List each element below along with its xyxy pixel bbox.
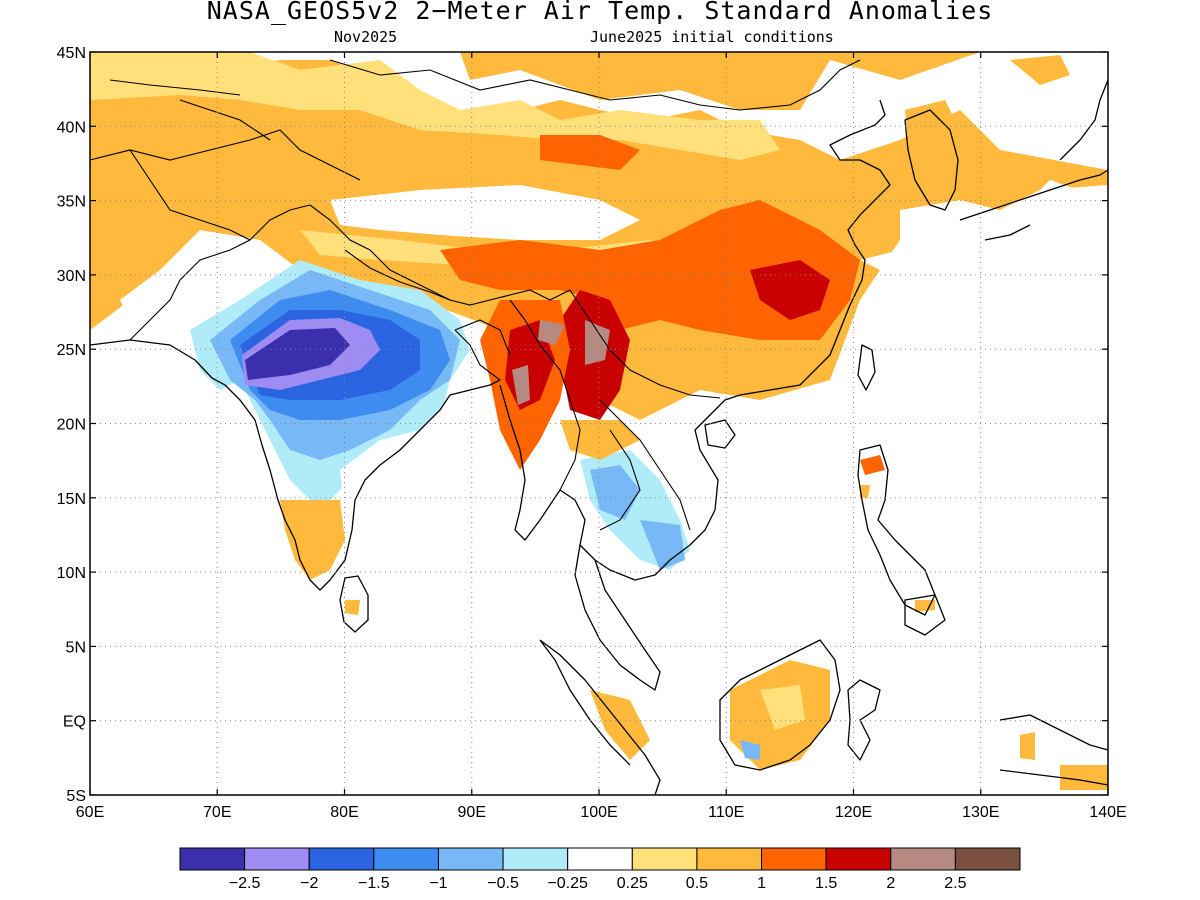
colorbar-swatch <box>631 847 698 871</box>
anomaly-field <box>90 52 1108 795</box>
colorbar-label: −2.5 <box>229 875 261 892</box>
colorbar-label: 1 <box>757 875 766 892</box>
lat-label: 30N <box>57 268 86 285</box>
colorbar-swatch <box>244 847 310 871</box>
colorbar-label: −1.5 <box>358 875 390 892</box>
strong-warm-region-china <box>440 200 860 340</box>
border-myanmar <box>509 299 581 491</box>
colorbar-swatch <box>437 847 504 871</box>
colorbar-label: −0.25 <box>547 875 588 892</box>
japan-coastline <box>959 79 1109 241</box>
initial-conditions: June2025 initial conditions <box>590 28 834 46</box>
colorbar-label: 0.25 <box>617 875 648 892</box>
lon-label: 80E <box>330 804 358 821</box>
colorbar-label: −0.5 <box>487 875 519 892</box>
border-pakistan-india <box>129 204 311 341</box>
sri-lanka <box>339 575 369 633</box>
sulawesi <box>847 679 881 761</box>
ocean-mask-bay-of-bengal <box>340 400 520 620</box>
lon-label: 70E <box>203 804 231 821</box>
colorbar-label: 2.5 <box>944 875 966 892</box>
indochina-coastline <box>499 384 741 581</box>
mindanao <box>904 594 946 636</box>
lat-label: 20N <box>57 417 86 434</box>
colorbar-swatch <box>567 847 633 871</box>
lat-label: 25N <box>57 342 86 359</box>
border-laos-vietnam <box>599 399 691 531</box>
map-title: NASA_GEOS5v2 2−Meter Air Temp. Standard … <box>206 0 994 25</box>
sumatra <box>539 639 661 796</box>
forecast-month: Nov2025 <box>334 28 398 46</box>
lon-label: 120E <box>835 804 872 821</box>
border-mongolia <box>329 59 861 111</box>
colorbar-swatch <box>761 847 827 871</box>
border-afghanistan <box>129 149 251 241</box>
border-china-south <box>569 289 721 399</box>
lat-label: 45N <box>57 45 86 62</box>
country-borders <box>89 59 861 531</box>
hainan <box>704 419 736 449</box>
lat-label: 5S <box>66 788 86 805</box>
lat-label: 10N <box>57 565 86 582</box>
neutral-region-north <box>90 52 1108 170</box>
border-himalaya <box>309 204 571 306</box>
colorbar-swatch <box>696 847 763 871</box>
korea-coastline <box>904 109 959 211</box>
colorbar-swatch <box>890 847 956 871</box>
colorbar-swatch <box>373 847 439 871</box>
lat-label: EQ <box>63 714 86 731</box>
lat-label: 40N <box>57 119 86 136</box>
ocean-mask-arabian-sea <box>90 330 290 560</box>
colorbar-swatch <box>308 847 375 871</box>
new-guinea <box>999 714 1109 786</box>
colorbar-label: −2 <box>300 875 318 892</box>
ocean-mask-south-china-sea <box>700 400 860 640</box>
border-central-asia <box>89 79 361 181</box>
india-coastline <box>89 339 501 591</box>
lon-label: 60E <box>76 804 104 821</box>
lat-label: 5N <box>66 639 86 656</box>
latitude-axis: 45N 40N 35N 30N 25N 20N 15N 10N 5N EQ 5S <box>57 45 1108 805</box>
lon-label: 90E <box>458 804 486 821</box>
border-nepal <box>344 249 451 301</box>
lon-label: 110E <box>708 804 744 821</box>
colorbar-swatch <box>179 847 246 871</box>
lon-label: 130E <box>962 804 999 821</box>
lat-label: 15N <box>57 491 86 508</box>
colorbar-label: −1 <box>429 875 447 892</box>
colorbar: −2.5 −2 −1.5 −1 −0.5 −0.25 0.25 0.5 1 1.5 2 2.5 <box>179 847 1021 892</box>
ocean-mask-east <box>840 200 1108 600</box>
colorbar-swatch <box>954 847 1021 871</box>
colorbar-label: 2 <box>886 875 895 892</box>
border-bangladesh <box>454 319 511 381</box>
colorbar-swatch <box>502 847 569 871</box>
lat-label: 35N <box>57 194 86 211</box>
colorbar-swatch <box>825 847 892 871</box>
lon-label: 140E <box>1089 804 1126 821</box>
malay-peninsula <box>574 544 661 691</box>
borneo <box>719 639 841 771</box>
colorbar-label: 1.5 <box>815 875 837 892</box>
lon-label: 100E <box>580 804 617 821</box>
colorbar-label: 0.5 <box>686 875 708 892</box>
longitude-axis: 60E 70E 80E 90E 100E 110E 120E 130E 140E <box>76 52 1127 821</box>
